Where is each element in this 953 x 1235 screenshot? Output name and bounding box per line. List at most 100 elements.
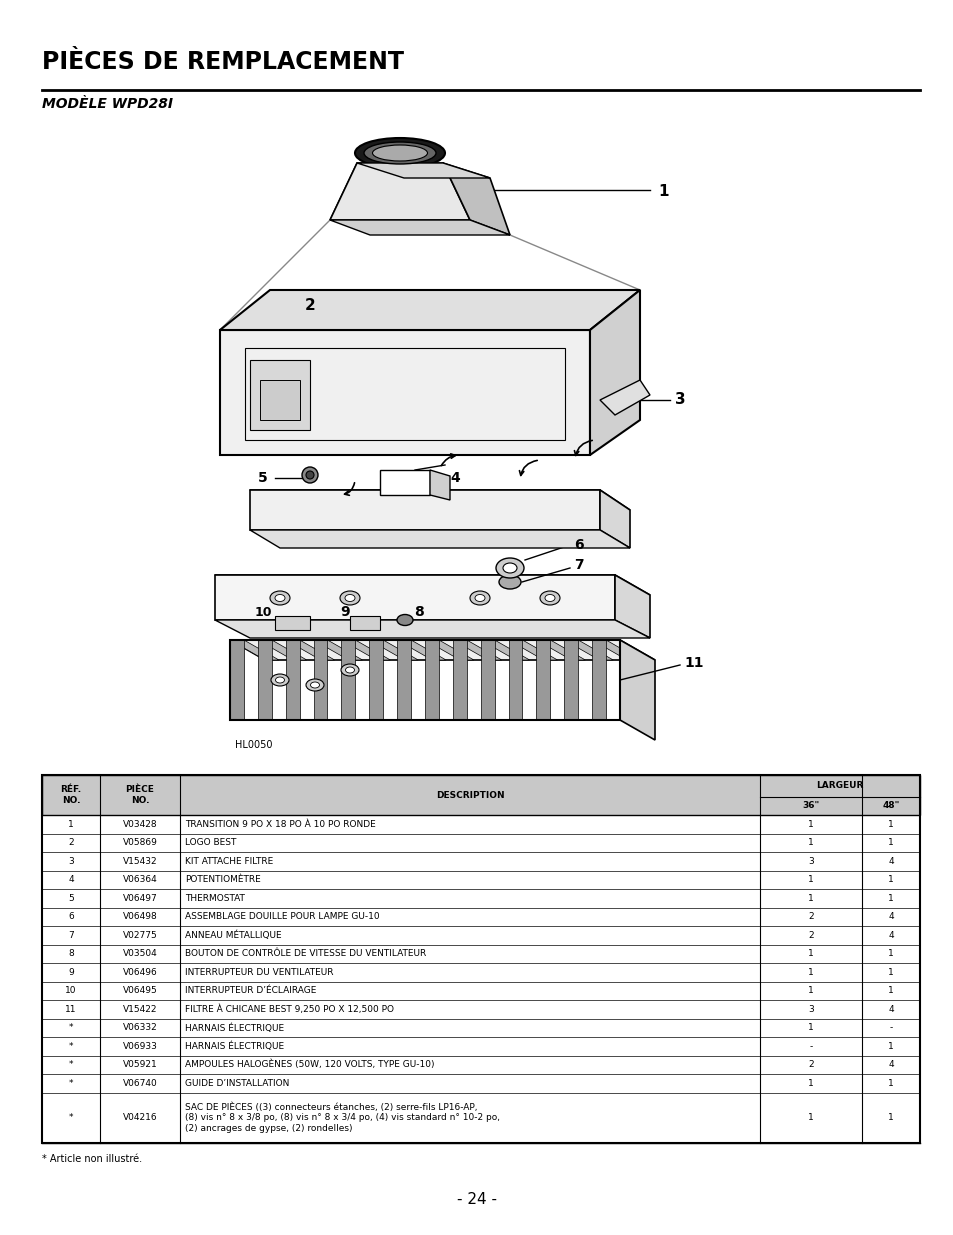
Ellipse shape <box>274 594 285 601</box>
Text: V06740: V06740 <box>123 1078 157 1088</box>
Polygon shape <box>214 576 615 620</box>
Polygon shape <box>442 163 510 235</box>
Ellipse shape <box>502 563 517 573</box>
Ellipse shape <box>396 615 413 625</box>
Text: 8: 8 <box>414 605 423 619</box>
Ellipse shape <box>310 682 319 688</box>
Text: - 24 -: - 24 - <box>456 1193 497 1208</box>
Text: *: * <box>69 1024 73 1032</box>
Text: V15432: V15432 <box>123 857 157 866</box>
Polygon shape <box>424 640 438 720</box>
Text: 7: 7 <box>574 558 583 572</box>
Text: DESCRIPTION: DESCRIPTION <box>436 790 504 799</box>
Text: 1: 1 <box>807 987 813 995</box>
Ellipse shape <box>372 144 427 161</box>
Text: 4: 4 <box>887 913 893 921</box>
Polygon shape <box>350 616 379 630</box>
Polygon shape <box>250 490 629 510</box>
Polygon shape <box>599 380 649 415</box>
Polygon shape <box>453 640 466 720</box>
Polygon shape <box>563 640 613 659</box>
Text: V03504: V03504 <box>123 950 157 958</box>
Text: SAC DE PIÈCES ((3) connecteurs étanches, (2) serre-fils LP16-AP,
(8) vis n° 8 x : SAC DE PIÈCES ((3) connecteurs étanches,… <box>185 1103 499 1132</box>
Text: 48": 48" <box>882 802 899 810</box>
Text: V06933: V06933 <box>122 1042 157 1051</box>
Text: V05921: V05921 <box>123 1061 157 1070</box>
Text: V06497: V06497 <box>123 894 157 903</box>
Polygon shape <box>230 640 278 659</box>
Ellipse shape <box>271 674 289 685</box>
Text: TRANSITION 9 PO X 18 PO À 10 PO RONDE: TRANSITION 9 PO X 18 PO À 10 PO RONDE <box>185 820 375 829</box>
Text: PIÈCE
NO.: PIÈCE NO. <box>126 785 154 805</box>
Text: 1: 1 <box>887 987 893 995</box>
Polygon shape <box>314 640 327 720</box>
Text: 2: 2 <box>807 931 813 940</box>
Polygon shape <box>230 640 244 720</box>
Text: BOUTON DE CONTRÔLE DE VITESSE DU VENTILATEUR: BOUTON DE CONTRÔLE DE VITESSE DU VENTILA… <box>185 950 426 958</box>
Text: V15422: V15422 <box>123 1005 157 1014</box>
Text: 2: 2 <box>68 839 73 847</box>
FancyArrowPatch shape <box>574 441 592 456</box>
Text: INTERRUPTEUR DU VENTILATEUR: INTERRUPTEUR DU VENTILATEUR <box>185 968 334 977</box>
Text: 9: 9 <box>68 968 73 977</box>
Text: 4: 4 <box>887 931 893 940</box>
Text: 1: 1 <box>887 1078 893 1088</box>
Polygon shape <box>250 530 629 548</box>
Polygon shape <box>480 640 529 659</box>
Text: ANNEAU MÉTALLIQUE: ANNEAU MÉTALLIQUE <box>185 930 281 940</box>
Polygon shape <box>330 220 510 235</box>
Text: 1: 1 <box>807 1024 813 1032</box>
Text: *: * <box>69 1042 73 1051</box>
Text: -: - <box>808 1042 812 1051</box>
Text: 4: 4 <box>887 857 893 866</box>
Text: 4: 4 <box>450 471 459 485</box>
Text: V06495: V06495 <box>123 987 157 995</box>
Text: HL0050: HL0050 <box>234 740 273 750</box>
Text: GUIDE D’INSTALLATION: GUIDE D’INSTALLATION <box>185 1078 289 1088</box>
Polygon shape <box>314 640 362 659</box>
Text: 2: 2 <box>807 913 813 921</box>
Text: * Article non illustré.: * Article non illustré. <box>42 1155 142 1165</box>
Polygon shape <box>480 640 494 720</box>
Polygon shape <box>214 620 649 638</box>
Polygon shape <box>285 640 335 659</box>
Text: ASSEMBLAGE DOUILLE POUR LAMPE GU-10: ASSEMBLAGE DOUILLE POUR LAMPE GU-10 <box>185 913 379 921</box>
Text: FILTRE À CHICANE BEST 9,250 PO X 12,500 PO: FILTRE À CHICANE BEST 9,250 PO X 12,500 … <box>185 1004 394 1014</box>
Text: V03428: V03428 <box>123 820 157 829</box>
Text: HARNAIS ÉLECTRIQUE: HARNAIS ÉLECTRIQUE <box>185 1023 284 1032</box>
Ellipse shape <box>355 138 444 168</box>
Text: 1: 1 <box>807 950 813 958</box>
Text: 2: 2 <box>807 1061 813 1070</box>
Ellipse shape <box>339 592 359 605</box>
Text: -: - <box>888 1024 892 1032</box>
Ellipse shape <box>544 594 555 601</box>
Text: *: * <box>69 1078 73 1088</box>
Ellipse shape <box>475 594 484 601</box>
Polygon shape <box>430 471 450 500</box>
Polygon shape <box>508 640 557 659</box>
Text: POTENTIOMÈTRE: POTENTIOMÈTRE <box>185 876 260 884</box>
Text: V06364: V06364 <box>123 876 157 884</box>
Polygon shape <box>257 640 307 659</box>
Text: 1: 1 <box>887 1113 893 1123</box>
Ellipse shape <box>496 558 523 578</box>
Text: MODÈLE WPD28I: MODÈLE WPD28I <box>42 98 172 111</box>
Text: THERMOSTAT: THERMOSTAT <box>185 894 245 903</box>
Ellipse shape <box>275 677 284 683</box>
Text: 36": 36" <box>801 802 819 810</box>
Text: RÉF.
NO.: RÉF. NO. <box>60 785 81 805</box>
Text: 4: 4 <box>887 1061 893 1070</box>
Polygon shape <box>356 163 490 178</box>
Text: 1: 1 <box>807 968 813 977</box>
Text: 1: 1 <box>807 876 813 884</box>
Text: 10: 10 <box>254 605 273 619</box>
Text: V06498: V06498 <box>123 913 157 921</box>
Polygon shape <box>396 640 446 659</box>
Polygon shape <box>619 640 655 740</box>
Text: V06496: V06496 <box>123 968 157 977</box>
Text: V04216: V04216 <box>123 1113 157 1123</box>
Text: 6: 6 <box>574 538 583 552</box>
Polygon shape <box>274 616 310 630</box>
Text: 3: 3 <box>675 393 685 408</box>
Ellipse shape <box>306 471 314 479</box>
